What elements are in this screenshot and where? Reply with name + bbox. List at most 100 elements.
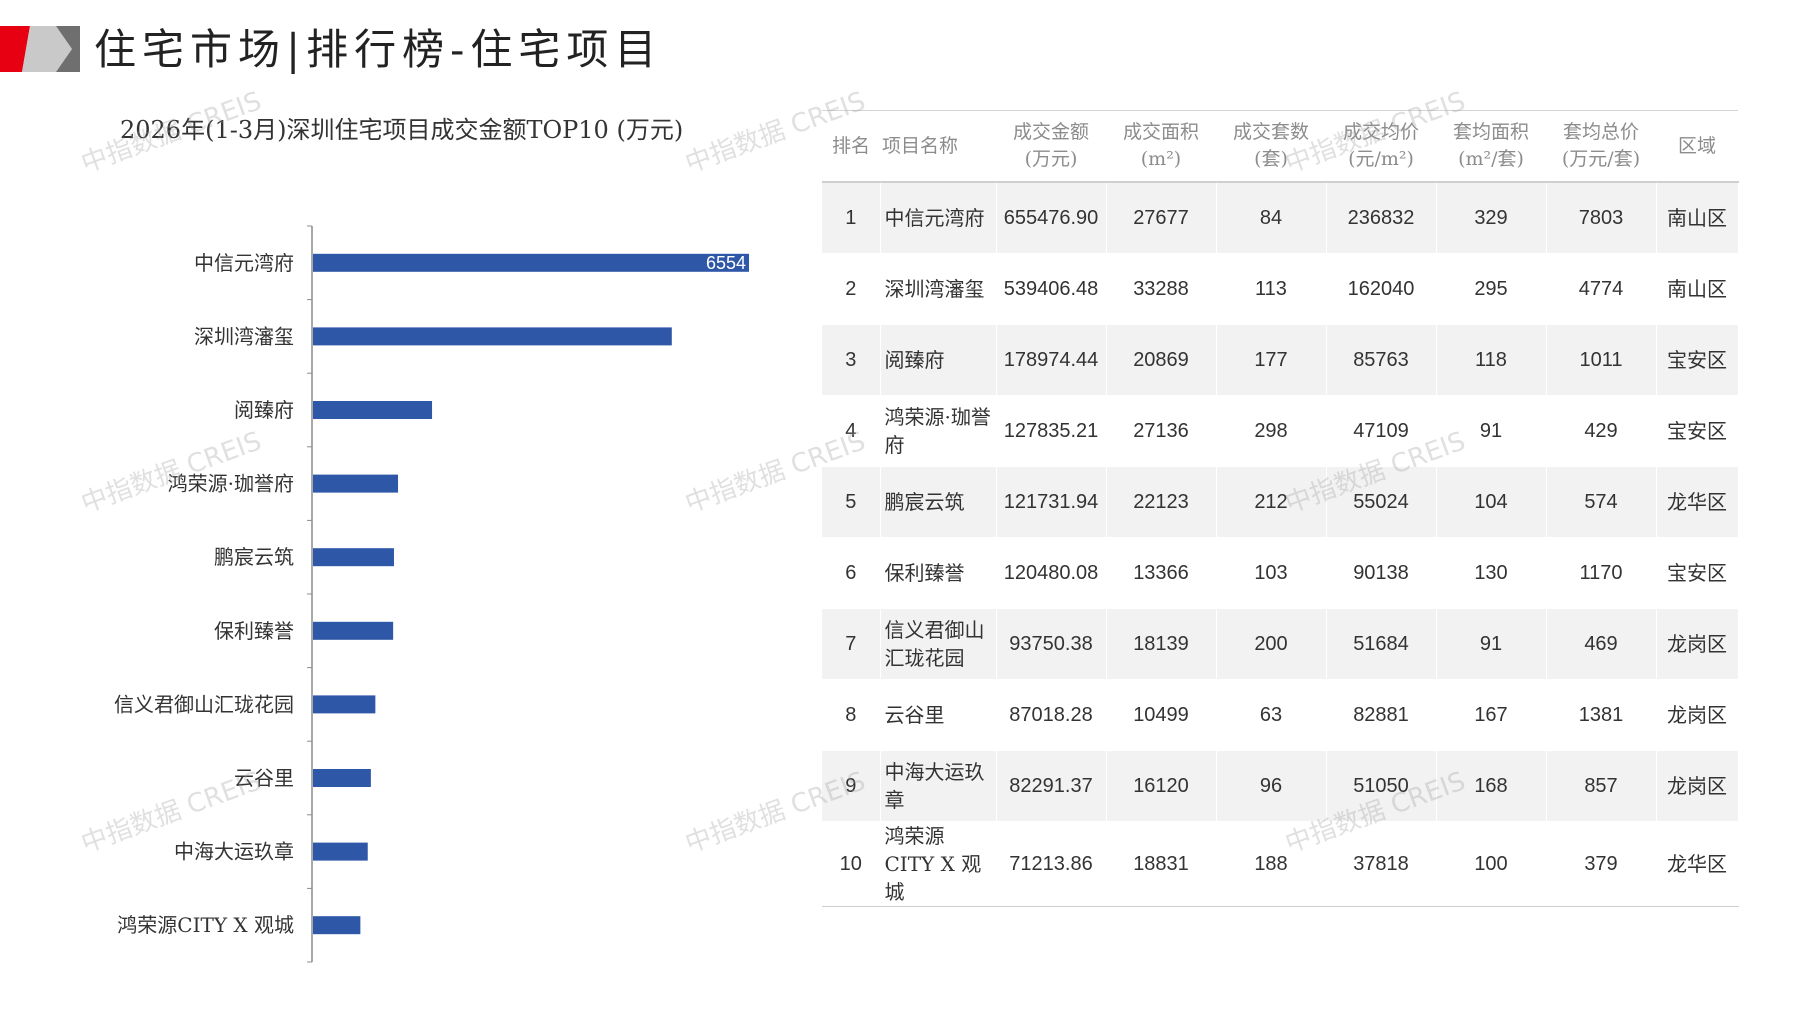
table-cell: 51050 — [1326, 750, 1437, 822]
table-cell: 3 — [822, 324, 881, 396]
bar — [313, 548, 394, 567]
table-row: 6 保利臻誉 120480.08 13366 103 90138 130 1170 宝安区 — [822, 537, 1739, 609]
chart-title: 2026年(1-3月)深圳住宅项目成交金额TOP10 (万元) — [120, 116, 684, 144]
table-cell: 37818 — [1326, 821, 1437, 907]
table-cell: 鹏宸云筑 — [880, 466, 997, 538]
table-cell: 中信元湾府 — [880, 182, 997, 254]
table-cell: 1170 — [1546, 537, 1657, 609]
category-label: 鸿荣源CITY X 观城 — [117, 913, 294, 937]
table-cell: 13366 — [1106, 537, 1217, 609]
bar — [313, 401, 433, 419]
table-cell: 7 — [822, 608, 881, 680]
table-cell: 51684 — [1326, 608, 1437, 680]
table-row: 8 云谷里 87018.28 10499 63 82881 167 1381 龙岗区 — [822, 679, 1739, 751]
table-cell: 8 — [822, 679, 881, 751]
table-cell: 龙岗区 — [1656, 750, 1739, 822]
table-cell: 16120 — [1106, 750, 1217, 822]
category-label: 深圳湾瀋玺 — [194, 324, 294, 348]
table-cell: 298 — [1216, 395, 1327, 467]
table-row: 5 鹏宸云筑 121731.94 22123 212 55024 104 574 龙华区 — [822, 466, 1739, 538]
column-header: 套均面积 (m²/套) — [1436, 110, 1546, 183]
table-cell: 6 — [822, 537, 881, 609]
bar-chart: 中信元湾府 6554 深圳湾瀋玺阅臻府鸿荣源·珈誉府鹏宸云筑保利臻誉信义君御山汇珑花… — [114, 225, 749, 963]
table-cell: 保利臻誉 — [880, 537, 997, 609]
page-title: 住宅市场|排行榜-住宅项目 — [94, 25, 663, 74]
table-cell: 信义君御山汇珑花园 — [880, 608, 997, 680]
table-row: 3 阅臻府 178974.44 20869 177 85763 118 1011 宝安区 — [822, 324, 1739, 396]
table-row: 9 中海大运玖章 82291.37 16120 96 51050 168 857 龙岗区 — [822, 750, 1739, 822]
table-cell: 20869 — [1106, 324, 1217, 396]
table-cell: 539406.48 — [996, 253, 1107, 325]
category-label: 阅臻府 — [234, 398, 294, 422]
bar — [313, 253, 749, 272]
table-cell: 宝安区 — [1656, 395, 1739, 467]
bar — [313, 842, 368, 861]
table-cell: 47109 — [1326, 395, 1437, 467]
table-cell: 200 — [1216, 608, 1327, 680]
table-cell: 91 — [1436, 608, 1547, 680]
table-cell: 429 — [1546, 395, 1657, 467]
table-cell: 33288 — [1106, 253, 1217, 325]
table-row: 2 深圳湾瀋玺 539406.48 33288 113 162040 295 4774 南山区 — [822, 253, 1739, 325]
table-cell: 7803 — [1546, 182, 1657, 254]
column-header: 排名 — [822, 110, 880, 183]
table-cell: 127835.21 — [996, 395, 1107, 467]
bar — [313, 769, 371, 787]
table-cell: 469 — [1546, 608, 1657, 680]
table-row: 1 中信元湾府 655476.90 27677 84 236832 329 7803 南山区 — [822, 182, 1739, 254]
category-label: 云谷里 — [234, 766, 294, 790]
table-cell: 宝安区 — [1656, 537, 1739, 609]
table-cell: 91 — [1436, 395, 1547, 467]
table-cell: 121731.94 — [996, 466, 1107, 538]
table-cell: 27136 — [1106, 395, 1217, 467]
table-cell: 82881 — [1326, 679, 1437, 751]
table-cell: 178974.44 — [996, 324, 1107, 396]
category-label: 保利臻誉 — [214, 619, 294, 643]
table-cell: 103 — [1216, 537, 1327, 609]
column-header: 成交金额 (万元) — [996, 110, 1106, 183]
table-cell: 18831 — [1106, 821, 1217, 907]
table-cell: 177 — [1216, 324, 1327, 396]
category-label: 中信元湾府 — [194, 251, 294, 275]
data-label: 6554 — [706, 253, 746, 273]
table-header-row: 排名 项目名称 成交金额 (万元) 成交面积 (m²) 成交套数 (套) 成交均价 (元/m²) 套… — [822, 110, 1738, 183]
table-cell: 167 — [1436, 679, 1547, 751]
table-cell: 1011 — [1546, 324, 1657, 396]
table-cell: 90138 — [1326, 537, 1437, 609]
table-row: 10 鸿荣源CITY X 观城 71213.86 18831 188 37818 100 37… — [822, 821, 1739, 907]
table-cell: 63 — [1216, 679, 1327, 751]
table-cell: 27677 — [1106, 182, 1217, 254]
table-cell: 118 — [1436, 324, 1547, 396]
brand-logo — [0, 26, 80, 72]
bar — [313, 327, 672, 346]
table-row: 7 信义君御山汇珑花园 93750.38 18139 200 51684 91 469 龙岗区 — [822, 608, 1739, 680]
table-cell: 55024 — [1326, 466, 1437, 538]
category-label: 信义君御山汇珑花园 — [114, 692, 294, 716]
table-cell: 1 — [822, 182, 881, 254]
category-label: 鸿荣源·珈誉府 — [168, 472, 294, 496]
table-cell: 龙岗区 — [1656, 679, 1739, 751]
table-row: 4 鸿荣源·珈誉府 127835.21 27136 298 47109 91 429 宝安区 — [822, 395, 1739, 467]
table-body: 1 中信元湾府 655476.90 27677 84 236832 329 7803 南山区 2 深… — [822, 182, 1739, 907]
bar — [313, 916, 361, 935]
column-header: 区域 — [1656, 110, 1738, 183]
table-cell: 84 — [1216, 182, 1327, 254]
table-cell: 236832 — [1326, 182, 1437, 254]
table-cell: 云谷里 — [880, 679, 997, 751]
ranking-table: 排名 项目名称 成交金额 (万元) 成交面积 (m²) 成交套数 (套) 成交均价 (元/m²) 套… — [822, 110, 1739, 907]
table-cell: 857 — [1546, 750, 1657, 822]
column-header: 套均总价 (万元/套) — [1546, 110, 1656, 183]
column-header: 项目名称 — [880, 110, 996, 183]
table-cell: 162040 — [1326, 253, 1437, 325]
table-cell: 1381 — [1546, 679, 1657, 751]
table-cell: 329 — [1436, 182, 1547, 254]
table-cell: 4 — [822, 395, 881, 467]
table-cell: 71213.86 — [996, 821, 1107, 907]
table-cell: 鸿荣源·珈誉府 — [880, 395, 997, 467]
table-cell: 85763 — [1326, 324, 1437, 396]
bar — [313, 695, 376, 714]
category-label: 鹏宸云筑 — [214, 545, 294, 569]
table-cell: 113 — [1216, 253, 1327, 325]
table-cell: 96 — [1216, 750, 1327, 822]
column-header: 成交套数 (套) — [1216, 110, 1326, 183]
